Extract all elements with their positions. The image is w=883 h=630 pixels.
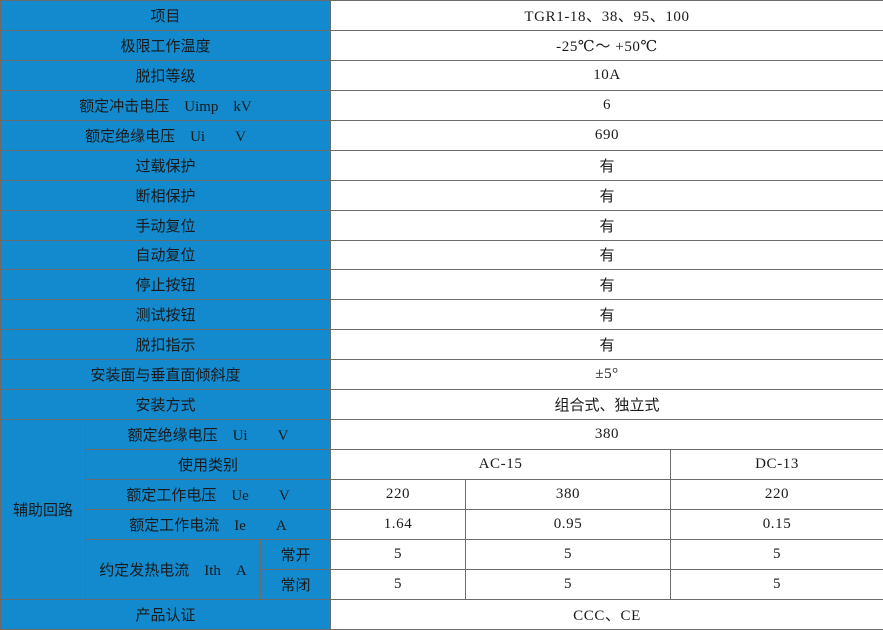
aux-row-label: 使用类别 xyxy=(84,449,332,480)
aux-row-label: 约定发热电流 Ith A xyxy=(85,538,261,600)
row-label: 断相保护 xyxy=(0,179,332,211)
row-label: 安装方式 xyxy=(0,389,332,421)
aux-value-cell: 220 xyxy=(330,479,467,510)
row-label: 极限工作温度 xyxy=(0,29,332,61)
aux-row-label: 额定工作电压 Ue V xyxy=(84,479,332,510)
aux-group-label: 辅助回路 xyxy=(0,419,86,600)
table-row-auto-reset: 自动复位 有 xyxy=(0,239,883,271)
row-value: 组合式、独立式 xyxy=(330,389,883,421)
aux-value-cell: 5 xyxy=(670,568,883,600)
table-row-temperature: 极限工作温度 -25℃～ +50℃ xyxy=(0,29,883,61)
table-row-mounting-type: 安装方式 组合式、独立式 xyxy=(0,389,883,421)
row-value: 有 xyxy=(330,149,883,181)
row-label: 过载保护 xyxy=(0,149,332,181)
table-row-stop-button: 停止按钮 有 xyxy=(0,269,883,301)
aux-usage-dc: DC-13 xyxy=(670,449,883,480)
row-label: 测试按钮 xyxy=(0,299,332,331)
aux-contact-normally-closed-label: 常闭 xyxy=(259,568,332,600)
aux-value-cell: 0.15 xyxy=(670,508,883,540)
row-value: 10A xyxy=(330,59,883,91)
aux-value-cell: 0.95 xyxy=(465,508,672,540)
aux-value-cell: 380 xyxy=(465,479,672,510)
aux-row-label: 额定工作电流 Ie A xyxy=(84,508,332,540)
row-label: 停止按钮 xyxy=(0,269,332,301)
row-label: 额定绝缘电压 Ui V xyxy=(0,119,332,151)
row-value: 690 xyxy=(330,119,883,151)
aux-row-insulation-voltage: 辅助回路 额定绝缘电压 Ui V 380 xyxy=(0,419,883,600)
table-row-item: 项目 TGR1-18、38、95、100 xyxy=(0,0,883,31)
aux-value-cell: 220 xyxy=(670,479,883,510)
table-row-impulse-voltage: 额定冲击电压 Uimp kV 6 xyxy=(0,89,883,121)
row-label: 项目 xyxy=(0,0,332,31)
row-label: 额定冲击电压 Uimp kV xyxy=(0,89,332,121)
aux-row-label: 额定绝缘电压 Ui V xyxy=(84,419,332,451)
aux-value-cell: 5 xyxy=(670,538,883,570)
table-row-trip-indication: 脱扣指示 有 xyxy=(0,329,883,361)
row-label: 脱扣等级 xyxy=(0,59,332,91)
aux-value-cell: 1.64 xyxy=(330,508,467,540)
aux-usage-ac: AC-15 xyxy=(330,449,672,480)
aux-value-cell: 5 xyxy=(465,568,672,600)
aux-value-cell: 5 xyxy=(330,538,467,570)
table-row-trip-class: 脱扣等级 10A xyxy=(0,59,883,91)
aux-row-thermal-current-nc: 常闭 5 5 5 xyxy=(1,568,883,600)
aux-row-working-current: 额定工作电流 Ie A 1.64 0.95 0.15 xyxy=(1,508,883,540)
aux-row-working-voltage: 额定工作电压 Ue V 220 380 220 xyxy=(1,479,883,510)
table-row-manual-reset: 手动复位 有 xyxy=(0,209,883,241)
row-value: 有 xyxy=(330,329,883,361)
table-row-phase-loss-protection: 断相保护 有 xyxy=(0,179,883,211)
table-row-mounting-inclination: 安装面与垂直面倾斜度 ±5° xyxy=(0,359,883,391)
aux-row-value: 380 xyxy=(330,419,883,451)
row-value: CCC、CE xyxy=(330,598,883,630)
row-label: 手动复位 xyxy=(0,209,332,241)
row-value: 有 xyxy=(330,299,883,331)
aux-row-usage-category: 使用类别 AC-15 DC-13 xyxy=(1,449,883,480)
table-row-certification: 产品认证 CCC、CE xyxy=(0,598,883,630)
aux-value-cell: 5 xyxy=(330,568,467,600)
row-value: 有 xyxy=(330,269,883,301)
row-label: 安装面与垂直面倾斜度 xyxy=(0,359,332,391)
table-row-insulation-voltage: 额定绝缘电压 Ui V 690 xyxy=(0,119,883,151)
row-value: -25℃～ +50℃ xyxy=(330,29,883,61)
aux-value-cell: 5 xyxy=(465,538,672,570)
row-value: ±5° xyxy=(330,359,883,391)
row-label: 产品认证 xyxy=(0,598,332,630)
row-value: TGR1-18、38、95、100 xyxy=(330,0,883,31)
aux-row-thermal-current-no: 约定发热电流 Ith A 常开 5 5 5 xyxy=(1,538,883,600)
row-value: 有 xyxy=(330,209,883,241)
row-label: 自动复位 xyxy=(0,239,332,271)
aux-contact-normally-open-label: 常开 xyxy=(259,538,332,570)
row-value: 有 xyxy=(330,239,883,271)
row-value: 6 xyxy=(330,89,883,121)
row-value: 有 xyxy=(330,179,883,211)
table-row-overload-protection: 过载保护 有 xyxy=(0,149,883,181)
table-row-test-button: 测试按钮 有 xyxy=(0,299,883,331)
row-label: 脱扣指示 xyxy=(0,329,332,361)
